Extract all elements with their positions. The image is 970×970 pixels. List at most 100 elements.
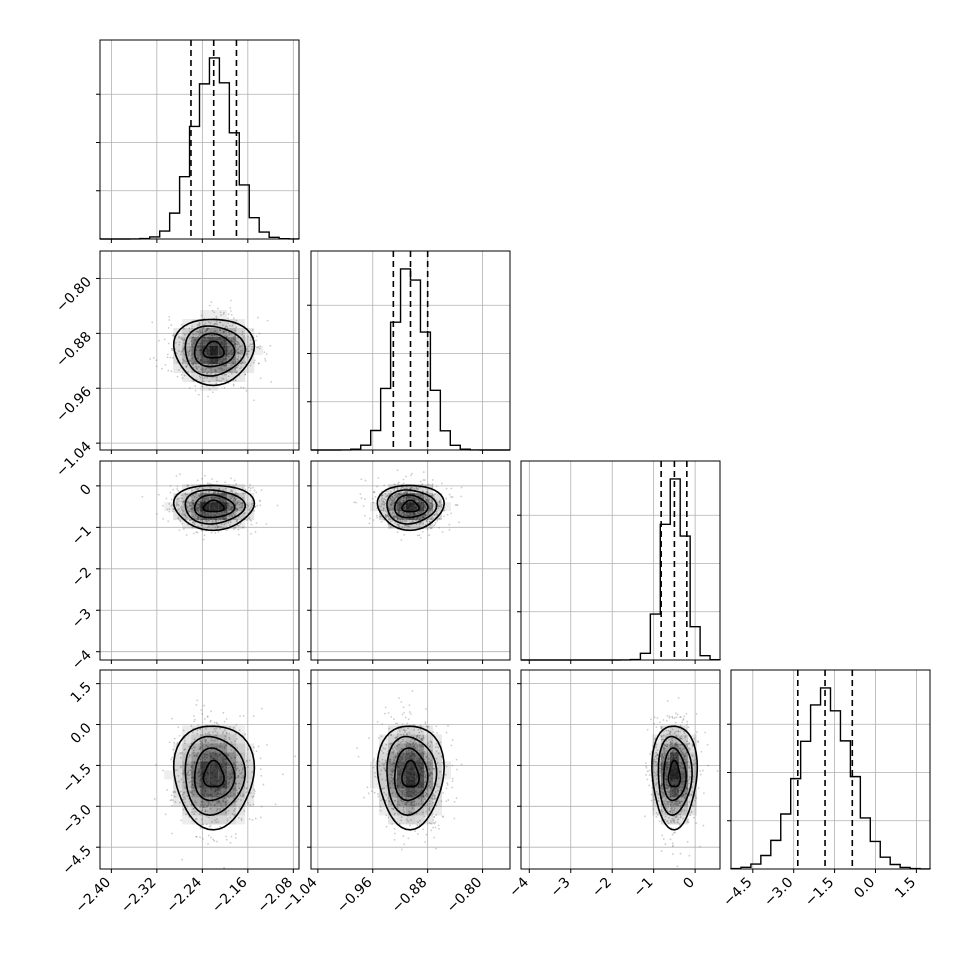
sample-point (210, 836, 212, 839)
sample-point (220, 379, 223, 382)
sample-point (243, 335, 245, 337)
sample-point (205, 366, 208, 369)
sample-point (166, 356, 169, 359)
sample-point (260, 489, 263, 492)
sample-point (185, 366, 188, 369)
sample-point (229, 299, 232, 302)
sample-point (233, 335, 235, 338)
sample-point (403, 843, 406, 846)
sample-point (451, 780, 454, 782)
sample-point (453, 817, 456, 820)
sample-point (223, 368, 225, 371)
sample-point (172, 333, 175, 336)
sample-point (255, 522, 258, 525)
sample-point (371, 497, 374, 500)
sample-point (445, 487, 448, 490)
sample-point (202, 837, 204, 840)
sample-point (223, 364, 225, 367)
sample-point (241, 333, 244, 336)
sample-point (251, 349, 254, 351)
sample-point (239, 350, 242, 352)
sample-point (274, 803, 277, 806)
sample-point (241, 344, 244, 347)
sample-point (181, 858, 183, 861)
sample-point (435, 485, 438, 488)
sample-point (235, 326, 238, 329)
sample-point (255, 750, 258, 753)
sample-point (173, 737, 176, 740)
sample-point (197, 323, 200, 326)
sample-point (213, 324, 216, 326)
sample-point (245, 389, 248, 392)
panel-3-1: −1.04 −0.96 −0.88 −0.80 (279, 669, 511, 916)
sample-point (188, 350, 191, 353)
sample-point (155, 365, 158, 368)
sample-point (281, 773, 284, 776)
sample-point (237, 352, 240, 354)
sample-point (171, 349, 173, 352)
sample-point (185, 360, 188, 363)
sample-point (183, 342, 185, 345)
sample-point (215, 378, 218, 381)
sample-point (236, 343, 239, 346)
sample-point (223, 866, 225, 869)
sample-point (210, 301, 213, 303)
sample-point (193, 720, 195, 723)
sample-point (260, 816, 262, 819)
sample-point (200, 314, 203, 317)
sample-point (250, 533, 252, 535)
sample-point (222, 711, 225, 714)
sample-point (433, 816, 435, 818)
sample-point (237, 364, 239, 367)
sample-point (210, 334, 213, 337)
sample-point (180, 323, 183, 326)
sample-point (169, 491, 172, 494)
sample-point (188, 327, 191, 330)
sample-point (259, 500, 262, 503)
sample-point (245, 350, 248, 353)
sample-point (176, 487, 179, 490)
sample-point (201, 371, 204, 374)
sample-point (220, 314, 223, 316)
sample-point (251, 819, 254, 821)
sample-point (393, 827, 396, 830)
panel-1-1 (307, 250, 511, 454)
sample-point (230, 372, 233, 375)
sample-point (185, 365, 188, 368)
sample-point (199, 836, 201, 839)
sample-point (398, 697, 400, 700)
sample-point (460, 763, 463, 766)
sample-point (441, 815, 444, 818)
sample-point (221, 369, 223, 372)
sample-point (219, 366, 222, 369)
sample-point (255, 491, 258, 494)
sample-point (377, 793, 379, 795)
sample-point (185, 365, 188, 367)
sample-point (450, 744, 453, 747)
sample-point (432, 826, 435, 829)
sample-point (269, 344, 272, 347)
sample-point (438, 526, 441, 529)
sample-point (190, 362, 193, 365)
sample-point (183, 339, 185, 342)
sample-point (189, 346, 191, 349)
sample-point (215, 382, 218, 385)
sample-point (460, 486, 463, 489)
x-tick-label: −2.24 (164, 874, 206, 916)
sample-point (204, 718, 206, 720)
sample-point (448, 493, 451, 496)
sample-point (232, 358, 235, 360)
sample-point (256, 504, 259, 507)
sample-point (193, 718, 196, 721)
sample-point (453, 800, 456, 803)
sample-point (234, 329, 237, 332)
sample-point (223, 330, 226, 333)
sample-point (196, 479, 199, 482)
sample-point (155, 764, 157, 766)
panel-2-0: −4−3−2−10 (69, 460, 300, 673)
sample-point (265, 353, 268, 355)
sample-point (180, 337, 183, 340)
sample-point (199, 331, 202, 334)
sample-point (446, 783, 449, 786)
sample-point (239, 352, 242, 355)
